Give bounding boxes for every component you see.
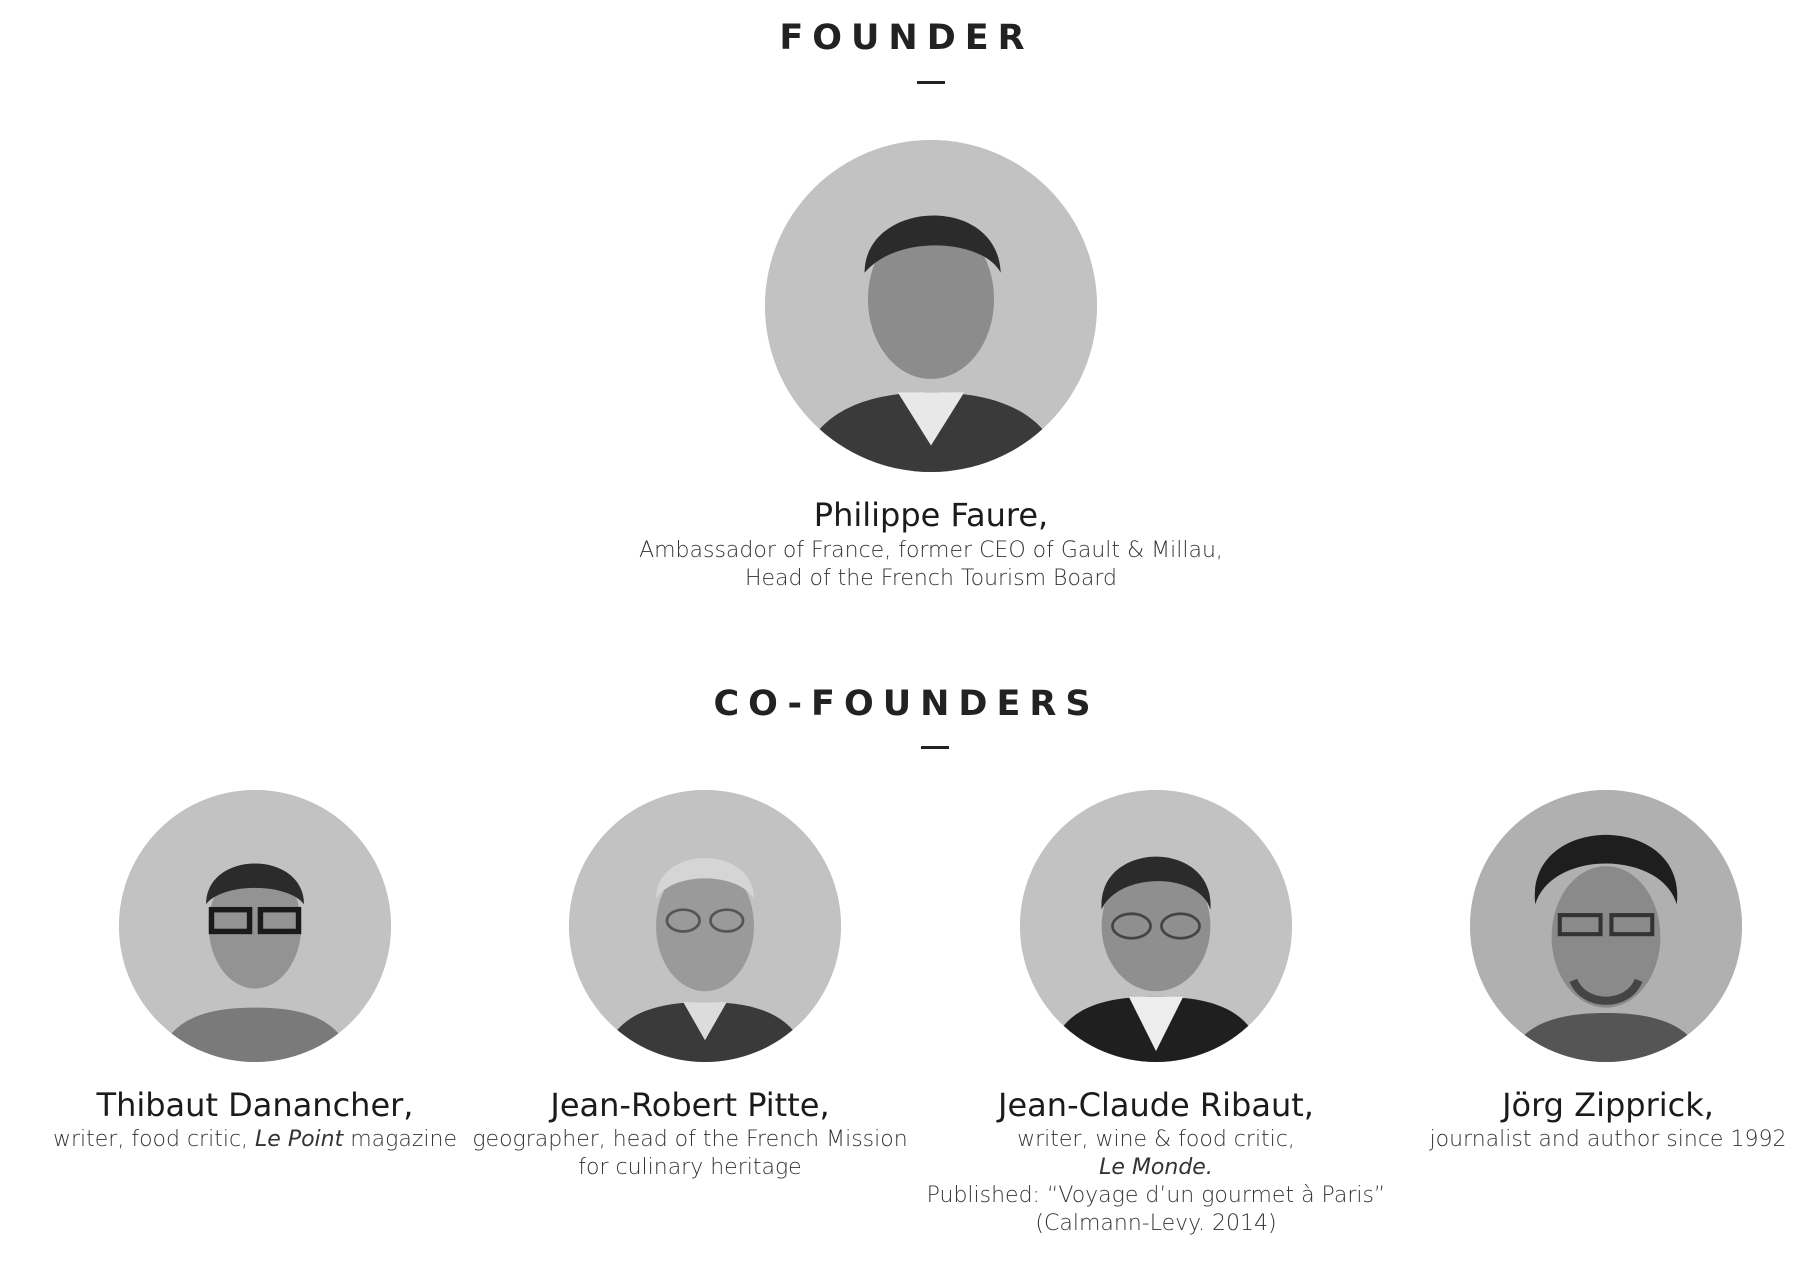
portrait-silhouette-icon <box>119 790 391 1062</box>
founder-name: Philippe Faure, <box>813 496 1049 534</box>
portrait-silhouette-icon <box>1020 790 1292 1062</box>
cofounder-name: Jean-Claude Ribaut, <box>998 1086 1314 1124</box>
cofounder-name: Jörg Zipprick, <box>1502 1086 1714 1124</box>
cofounder-description-line-2: for culinary heritage <box>578 1155 802 1180</box>
cofounders-heading-divider <box>921 746 949 749</box>
founder-heading-divider <box>917 81 945 84</box>
cofounder-name: Thibaut Danancher, <box>96 1086 414 1124</box>
cofounder-description-line-1: geographer, head of the French Mission <box>472 1127 908 1152</box>
cofounder-description: writer, food critic, Le Point magazine <box>0 1126 510 1154</box>
portrait-silhouette-icon <box>1470 790 1742 1062</box>
cofounder-name: Jean-Robert Pitte, <box>550 1086 830 1124</box>
philippe-faure-portrait <box>765 140 1097 472</box>
cofounders-heading: CO-FOUNDERS <box>713 684 1100 724</box>
jorg-zipprick-portrait <box>1470 790 1742 1062</box>
cofounder-description-line-1: journalist and author since 1992 <box>1429 1127 1787 1152</box>
founder-description: Ambassador of France, former CEO of Gaul… <box>0 537 1813 593</box>
jean-robert-pitte-portrait <box>569 790 841 1062</box>
cofounder-description-line-3: Published: “Voyage d’un gourmet à Paris” <box>926 1183 1386 1208</box>
thibaut-danancher-portrait <box>119 790 391 1062</box>
cofounder-description-line-2: Le Monde. <box>1099 1155 1213 1180</box>
founder-description-line-1: Ambassador of France, former CEO of Gaul… <box>639 538 1223 563</box>
jean-claude-ribaut-portrait <box>1020 790 1292 1062</box>
cofounder-description-line-4: (Calmann-Levy. 2014) <box>1035 1211 1277 1236</box>
founder-description-line-2: Head of the French Tourism Board <box>744 566 1118 591</box>
cofounder-description: geographer, head of the French Mission f… <box>435 1126 945 1182</box>
cofounder-description: writer, wine & food critic, Le Monde. Pu… <box>901 1126 1411 1238</box>
cofounder-description-line-1: writer, food critic, Le Point magazine <box>53 1127 457 1152</box>
cofounder-description-line-1: writer, wine & food critic, <box>1017 1127 1295 1152</box>
portrait-silhouette-icon <box>569 790 841 1062</box>
founder-heading: FOUNDER <box>779 18 1034 58</box>
cofounder-description: journalist and author since 1992 <box>1368 1126 1813 1154</box>
portrait-silhouette-icon <box>765 140 1097 472</box>
